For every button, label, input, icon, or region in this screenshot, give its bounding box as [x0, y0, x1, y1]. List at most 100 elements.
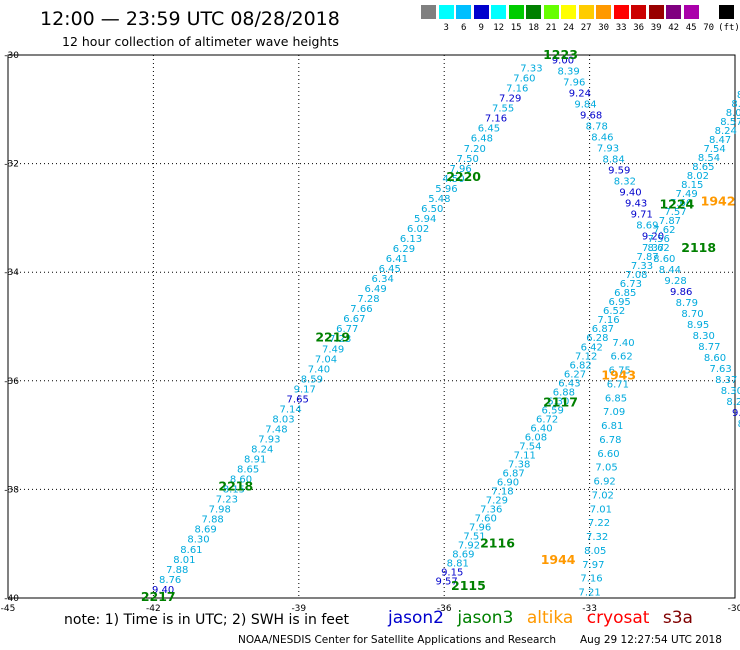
swh-value: 7.65	[287, 394, 309, 405]
legend-label: 70	[703, 23, 715, 33]
swh-value: 6.82	[569, 360, 591, 371]
swh-value: 9.68	[732, 408, 740, 419]
legend-label: 24	[563, 23, 575, 33]
swh-value: 7.57	[664, 207, 686, 218]
swh-value: 9.86	[670, 287, 692, 298]
swh-value: 4.50	[442, 174, 464, 185]
map-frame	[7, 54, 736, 599]
legend-label: 15	[510, 23, 522, 33]
legend-swatch	[438, 5, 454, 19]
legend-swatch	[491, 5, 507, 19]
lat-tick-label: -36	[4, 377, 19, 387]
sat-altika: altika	[526, 608, 574, 628]
swh-value: 8.30	[721, 386, 740, 397]
swh-value: 6.73	[620, 279, 642, 290]
swh-value: 7.32	[586, 532, 608, 543]
swh-value: 8.95	[687, 320, 709, 331]
map-subtitle: 12 hour collection of altimeter wave hei…	[62, 34, 339, 49]
lat-tick-label: -32	[4, 160, 19, 170]
lon-tick-label: -36	[437, 604, 452, 614]
swh-value: 6.40	[530, 423, 552, 434]
swh-value: 8.03	[272, 414, 294, 425]
swh-value: 6.41	[386, 254, 408, 265]
swh-value: 7.66	[350, 304, 372, 315]
swh-value: 8.79	[676, 298, 698, 309]
pass-label: 2219	[315, 329, 350, 344]
pass-label: 2218	[218, 479, 253, 494]
lon-tick-label: -39	[291, 604, 306, 614]
swh-value: 8.65	[692, 162, 714, 173]
swh-value: 7.22	[588, 518, 610, 529]
swh-value: 6.42	[581, 342, 603, 353]
lon-tick-label: -45	[1, 604, 16, 614]
swh-value: 7.08	[625, 270, 647, 281]
swh-value: 7.14	[279, 404, 301, 415]
swh-value: 9.40	[619, 188, 641, 199]
swh-value: 5.48	[428, 194, 450, 205]
pass-label: 1943	[601, 367, 636, 382]
swh-value: 6.85	[605, 393, 627, 404]
swh-value: 6.90	[497, 478, 519, 489]
swh-value: 6.50	[421, 204, 443, 215]
swh-value: 9.24	[569, 88, 591, 99]
swh-value: 6.29	[393, 244, 415, 255]
swh-value: 8.24	[715, 126, 737, 137]
pass-label: 2116	[480, 536, 515, 551]
lon-tick-label: -42	[146, 604, 161, 614]
swh-value: 9.43	[625, 199, 647, 210]
swh-value: 8.59	[301, 374, 323, 385]
legend-swatch	[701, 5, 717, 19]
lat-tick-label: -40	[4, 594, 19, 604]
swh-value: 9.57	[435, 577, 457, 588]
swh-value: 8.37	[715, 375, 737, 386]
map-title: 12:00 — 23:59 UTC 08/28/2018	[40, 8, 340, 30]
swh-value: 6.87	[592, 324, 614, 335]
swh-value: 8.60	[230, 475, 252, 486]
pass-label: 2220	[446, 169, 481, 184]
legend-swatch	[543, 5, 559, 19]
swh-value: 7.56	[648, 234, 670, 245]
swh-value: 6.45	[478, 124, 500, 135]
legend-label: 18	[528, 23, 540, 33]
swh-value: 7.48	[265, 424, 287, 435]
swh-value: 7.16	[597, 315, 619, 326]
swh-value: 8.70	[681, 309, 703, 320]
legend-swatch	[578, 5, 594, 19]
swh-value: 8.02	[687, 171, 709, 182]
legend-swatch	[526, 5, 542, 19]
swh-value: 7.92	[458, 541, 480, 552]
swh-value: 9.15	[441, 568, 463, 579]
swh-value: 7.60	[475, 514, 497, 525]
swh-value: 7.38	[508, 459, 530, 470]
legend-swatch	[508, 5, 524, 19]
satellite-key: jason2 jason3 altika cryosat s3a	[388, 608, 701, 628]
sat-jason3: jason3	[457, 608, 514, 628]
swh-value: 7.18	[491, 487, 513, 498]
swh-value: 6.92	[594, 477, 616, 488]
sat-cryosat: cryosat	[586, 608, 650, 628]
swh-value: 9.20	[642, 232, 664, 243]
swh-value: 7.21	[578, 588, 600, 599]
timestamp: Aug 29 12:27:54 UTC 2018	[580, 634, 722, 646]
swh-value: 8.05	[584, 546, 606, 557]
swh-value: 7.40	[612, 338, 634, 349]
legend-swatch	[648, 5, 664, 19]
swh-value: 6.52	[603, 306, 625, 317]
pass-label: 2117	[543, 395, 578, 410]
swh-value: 7.93	[597, 144, 619, 155]
swh-value: 6.95	[609, 297, 631, 308]
swh-value: 7.16	[580, 574, 602, 585]
legend-label: 36	[633, 23, 645, 33]
swh-value: 7.54	[703, 144, 725, 155]
swh-value: 7.88	[166, 565, 188, 576]
swh-value: 6.81	[601, 421, 623, 432]
swh-value: 7.51	[463, 532, 485, 543]
swh-value: 7.33	[520, 64, 542, 75]
legend-swatch	[421, 5, 437, 19]
swh-value: 7.96	[469, 523, 491, 534]
swh-value: 5.94	[414, 214, 436, 225]
swh-value: 8.39	[557, 66, 579, 77]
swh-value: 8.15	[681, 180, 703, 191]
pass-label: 1223	[543, 47, 578, 62]
lon-tick-label: -30	[728, 604, 740, 614]
